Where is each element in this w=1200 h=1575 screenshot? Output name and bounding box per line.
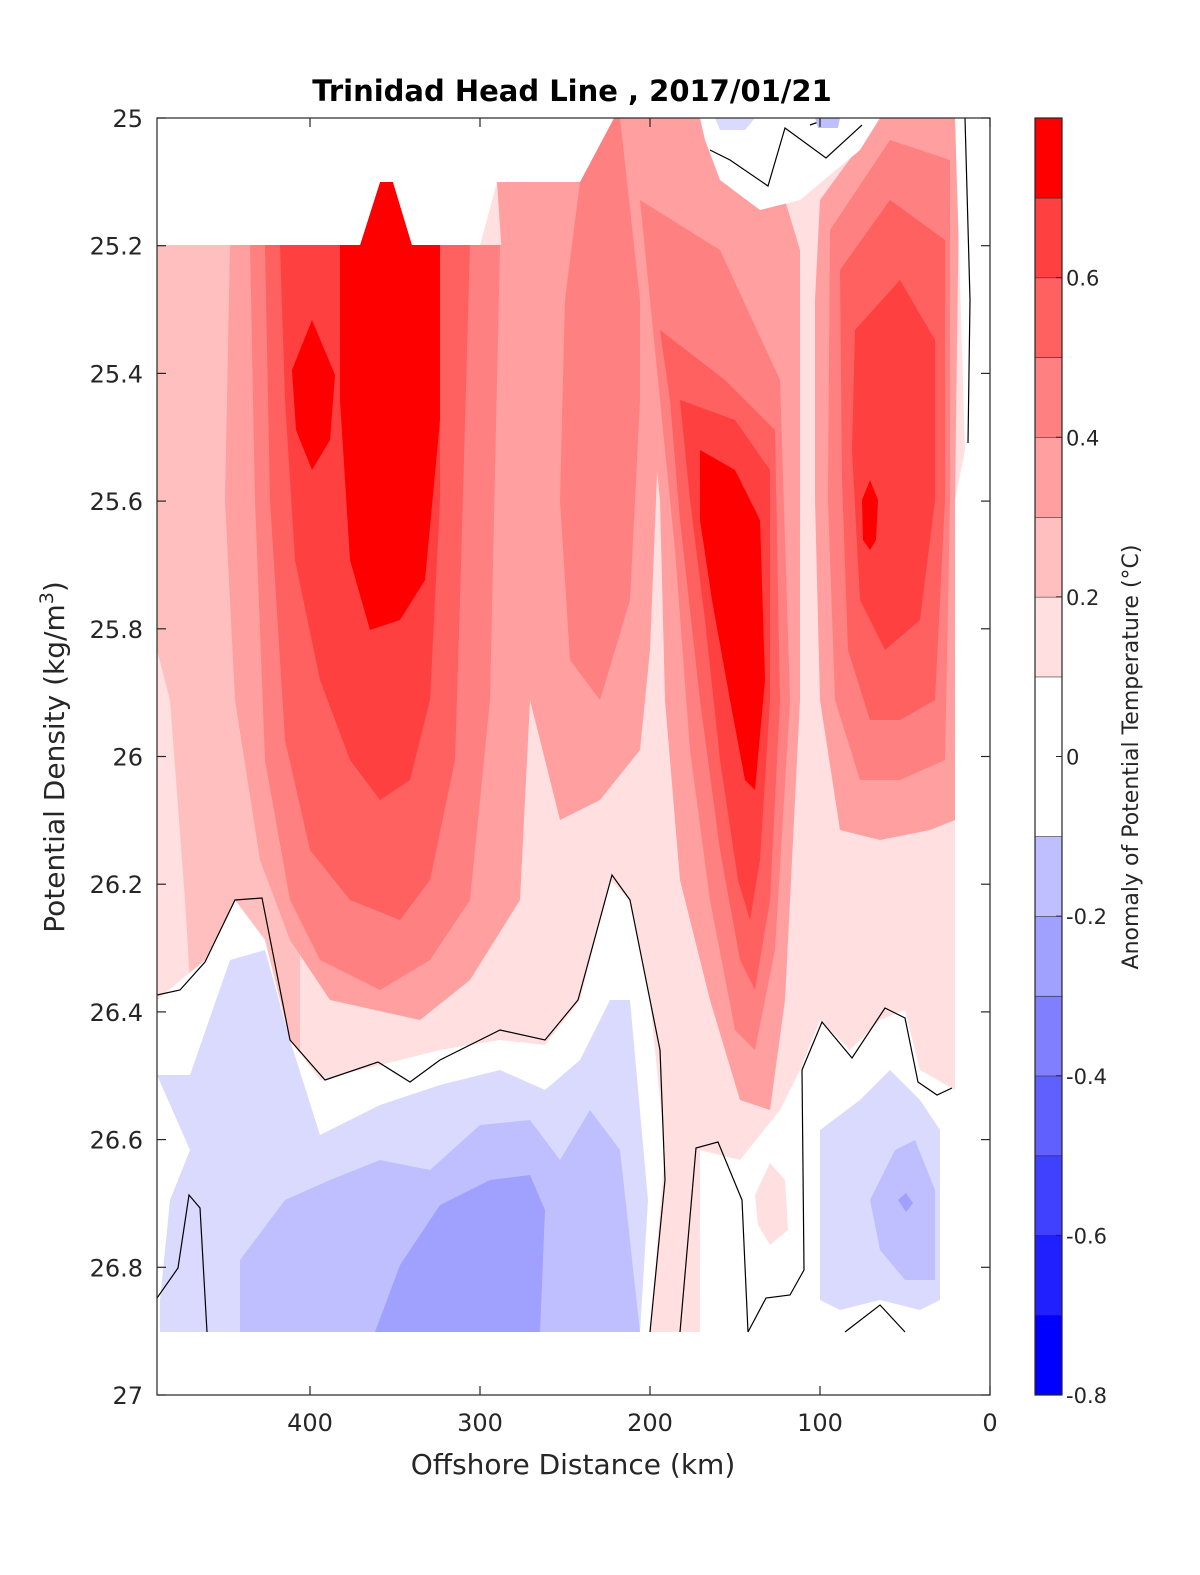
- y-axis-label-base: Potential Density (kg/m: [38, 604, 71, 933]
- zero-contour-line-mid: [679, 1141, 749, 1333]
- colorbar-tick-label: -0.6: [1066, 1224, 1107, 1248]
- zero-contour-line-surface: [709, 124, 863, 187]
- contour-band-level-minus-0.3-east: [898, 1193, 913, 1212]
- colorbar-level: [1035, 517, 1062, 597]
- colorbar-level: [1035, 437, 1062, 518]
- colorbar-level: [1035, 836, 1062, 917]
- zero-contour-line-deep-west: [157, 1193, 208, 1333]
- zero-contour-line-near-coast: [964, 118, 971, 444]
- colorbar-tick-label: -0.2: [1066, 905, 1107, 929]
- contour-band-level-minus-0.1-surface: [715, 118, 755, 130]
- y-tick-label: 27: [112, 1382, 143, 1410]
- colorbar-tick-label: 0.2: [1066, 586, 1099, 610]
- colorbar-level: [1035, 277, 1062, 358]
- colorbar-level: [1035, 357, 1062, 438]
- y-tick-label: 25.4: [90, 360, 143, 388]
- colorbar-level: [1035, 1155, 1062, 1236]
- y-tick-label: 26.2: [90, 871, 143, 899]
- contour-band-level-0.7-east: [700, 450, 765, 790]
- contour-band-level-0.6-fareast: [852, 280, 935, 650]
- colorbar: 0.6 0.4 0.2 0 -0.2 -0.4 -0.6 -0.8: [1035, 117, 1107, 1408]
- colorbar-frame: [1034, 117, 1063, 1396]
- contour-band-level-minus-0.3-west: [375, 1175, 545, 1332]
- y-axis: 25 25.2 25.4 25.6 25.8 26 26.2 26.4 26.6 26.8 27: [90, 105, 990, 1410]
- x-tick-label: 200: [627, 1409, 673, 1437]
- zero-contour-lines: [157, 118, 971, 1333]
- y-axis-label-superscript: 3: [36, 592, 58, 604]
- x-axis: 400 300 200 100 0: [287, 118, 998, 1437]
- contour-band-level-0.1-blob: [755, 1163, 788, 1245]
- colorbar-level: [1035, 118, 1062, 198]
- zero-contour-line-deep-east: [844, 1304, 906, 1333]
- y-tick-label: 26.6: [90, 1127, 143, 1155]
- y-tick-label: 25.2: [90, 233, 143, 261]
- y-tick-label: 26.4: [90, 999, 143, 1027]
- y-tick-label: 26.8: [90, 1254, 143, 1282]
- y-axis-label: Potential Density (kg/m3): [36, 581, 71, 933]
- y-tick-label: 25.8: [90, 616, 143, 644]
- contour-band-level-0-surface: [700, 118, 880, 210]
- y-axis-label-end: ): [38, 581, 71, 592]
- colorbar-label: Anomaly of Potential Temperature (°C): [1119, 545, 1144, 970]
- colorbar-tick-label: -0.4: [1066, 1065, 1107, 1089]
- colorbar-tick-label: -0.8: [1066, 1384, 1107, 1408]
- x-tick-label: 0: [982, 1409, 997, 1437]
- x-tick-label: 400: [287, 1409, 333, 1437]
- no-data-region: [157, 118, 614, 245]
- chart-title: Trinidad Head Line , 2017/01/21: [312, 74, 832, 108]
- y-tick-label: 25: [112, 105, 143, 133]
- x-axis-label: Offshore Distance (km): [411, 1448, 736, 1481]
- contour-band-level-0-near-coast: [955, 118, 990, 1332]
- y-tick-label: 25.6: [90, 488, 143, 516]
- zero-contour-line-east: [747, 1007, 953, 1333]
- contour-band-level-0.4-mid: [560, 118, 640, 700]
- contour-band-level-0.7-small: [292, 320, 335, 470]
- colorbar-tick-label: 0.6: [1066, 267, 1099, 291]
- contour-band-level-0.7: [340, 182, 440, 630]
- colorbar-tick-label: 0.4: [1066, 426, 1099, 450]
- contour-band-level-0.7-fareast: [862, 480, 878, 550]
- colorbar-level: [1035, 197, 1062, 278]
- x-tick-label: 100: [797, 1409, 843, 1437]
- colorbar-level: [1035, 916, 1062, 996]
- colorbar-level: [1035, 596, 1062, 677]
- colorbar-level: [1035, 1075, 1062, 1156]
- contour-band-level-minus-0.1-surface-b: [815, 118, 840, 128]
- colorbar-tick-label: 0: [1066, 746, 1079, 770]
- zero-contour-line-upper-west: [157, 873, 666, 1333]
- contour-band-level-minus-0.2-east: [870, 1140, 935, 1280]
- colorbar-level: [1035, 1235, 1062, 1316]
- colorbar-level: [1035, 995, 1062, 1076]
- colorbar-level: [1035, 1315, 1062, 1395]
- y-tick-label: 26: [112, 744, 143, 772]
- x-tick-label: 300: [457, 1409, 503, 1437]
- plot-area: [157, 118, 990, 1395]
